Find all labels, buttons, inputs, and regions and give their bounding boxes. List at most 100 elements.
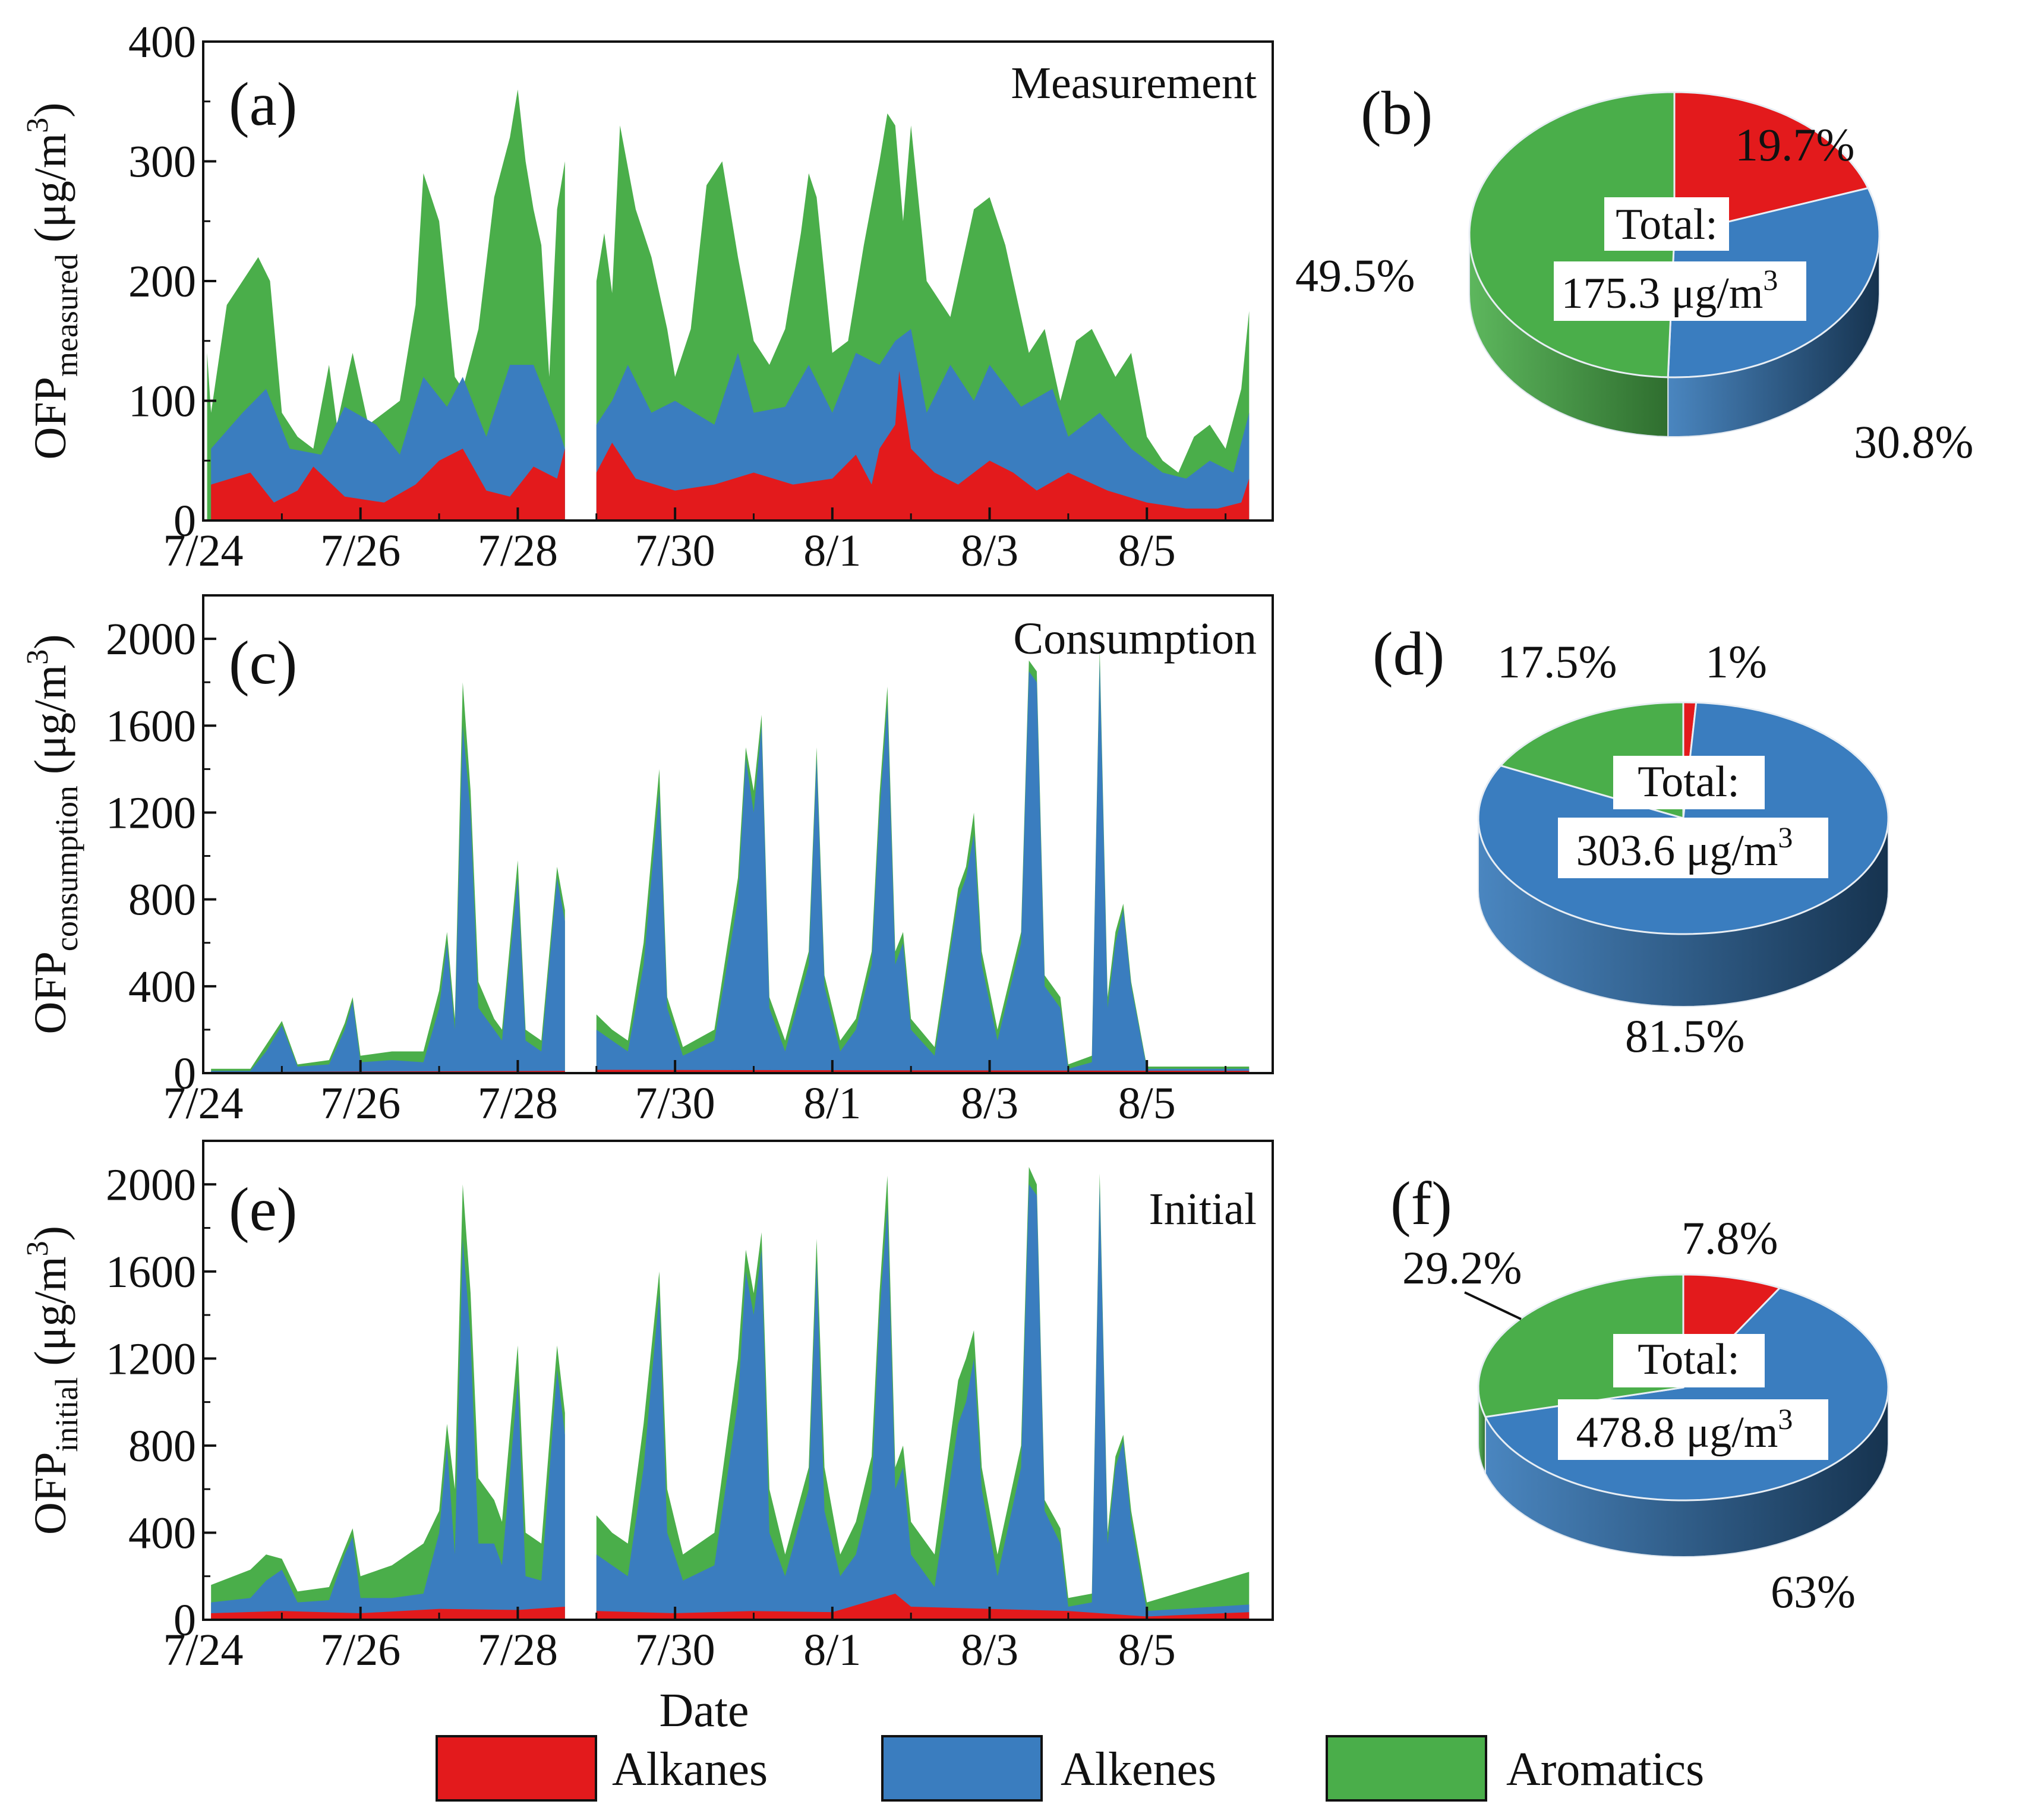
panel-e-xtick-label: 7/28 <box>478 1625 558 1675</box>
panel-a-xtick-label: 7/30 <box>635 526 715 576</box>
panel-a-ytick-label: 0 <box>173 496 196 546</box>
panel-c-tag: Consumption <box>1013 614 1257 664</box>
panel-c-ytick-label: 400 <box>128 962 196 1012</box>
pie-b-label-aromatics: 49.5% <box>1295 250 1415 301</box>
pie-d-label-aromatics: 17.5% <box>1497 636 1617 687</box>
pie-f-total-box-2 <box>1558 1399 1828 1460</box>
panel-c-xtick-label: 7/28 <box>478 1078 558 1128</box>
pie-b-total-value: 175.3 μg/m3 <box>1561 263 1778 318</box>
panel-c-xtick-label: 8/1 <box>803 1078 861 1128</box>
panel-c-ytick-label: 1200 <box>106 788 196 838</box>
pie-f-total-label: Total: <box>1638 1335 1740 1384</box>
pie-d: (d) 17.5% 1% 81.5% Total: 303.6 μg/m3 <box>1373 620 1889 1062</box>
pie-d-letter: (d) <box>1373 620 1444 688</box>
panel-a-ytick-label: 100 <box>128 377 196 427</box>
pie-b-label-alkanes: 19.7% <box>1735 119 1854 171</box>
panel-e-x-ticks: 7/24 7/26 7/28 7/30 8/1 8/3 8/5 <box>163 1607 1227 1675</box>
panel-a-letter: (a) <box>229 70 297 138</box>
panel-a-x-ticks: 7/24 7/26 7/28 7/30 8/1 8/3 8/5 <box>163 507 1227 576</box>
pie-f-label-alkenes: 63% <box>1771 1566 1856 1617</box>
panel-e-xtick-label: 7/30 <box>635 1625 715 1675</box>
panel-a-area-alkanes <box>211 371 1250 521</box>
panel-e-ytick-label: 0 <box>173 1595 196 1645</box>
pie-f-letter: (f) <box>1390 1169 1452 1238</box>
pie-d-total-label: Total: <box>1638 758 1740 806</box>
panel-e-frame <box>202 1140 1274 1621</box>
panel-a-ytick-label: 400 <box>128 17 196 67</box>
pie-b-letter: (b) <box>1361 79 1433 147</box>
panel-e-ytick-label: 400 <box>128 1508 196 1558</box>
panel-e-xtick-label: 8/3 <box>961 1625 1018 1675</box>
panel-c-y-ticks: 0 400 800 1200 1600 2000 <box>106 614 216 1099</box>
panel-e-xtick-label: 7/24 <box>163 1625 243 1675</box>
pie-f-aromatics-leader <box>1464 1291 1522 1320</box>
panel-c-ytick-label: 0 <box>173 1049 196 1099</box>
panel-c-ylabel: OFPconsumption (μg/m3) <box>21 634 84 1034</box>
panel-e-tag: Initial <box>1149 1184 1257 1234</box>
pie-b: (b) 19.7% 49.5% 30.8% Total: 175.3 μg/m3 <box>1295 79 1973 468</box>
legend-item-alkenes: Alkenes <box>881 1735 1216 1802</box>
panel-c-ytick-label: 800 <box>128 875 196 925</box>
panel-e-initial: 0 400 800 1200 1600 2000 7/24 7/26 7/28 7/30 8/1 8… <box>21 1140 1274 1675</box>
panel-a-areas <box>207 89 1250 521</box>
panel-c-xtick-label: 7/26 <box>320 1078 400 1128</box>
pie-b-total-label: Total: <box>1616 200 1718 249</box>
pie-f-label-alkanes: 7.8% <box>1682 1212 1778 1264</box>
pie-d-label-alkenes: 81.5% <box>1625 1010 1744 1062</box>
panel-e-ytick-label: 1600 <box>106 1247 196 1297</box>
panel-a-xtick-label: 7/28 <box>478 526 558 576</box>
legend-label-alkanes: Alkanes <box>612 1743 768 1796</box>
panel-c-consumption: 0 400 800 1200 1600 2000 7/24 7/26 7/28 7/30 8/1 8… <box>21 594 1274 1128</box>
panel-a-xtick-label: 8/1 <box>803 526 861 576</box>
pie-b-label-alkenes: 30.8% <box>1854 416 1973 468</box>
panel-c-x-ticks: 7/24 7/26 7/28 7/30 8/1 8/3 8/5 <box>163 1060 1227 1128</box>
legend-label-aromatics: Aromatics <box>1506 1743 1704 1796</box>
panel-e-areas <box>211 1167 1250 1620</box>
panel-e-xtick-label: 8/5 <box>1118 1625 1176 1675</box>
panel-a-xtick-label: 8/5 <box>1118 526 1176 576</box>
panel-c-letter: (c) <box>229 629 297 697</box>
panel-c-areas <box>211 649 1250 1073</box>
pie-d-label-alkanes: 1% <box>1705 636 1767 687</box>
panel-c-area-alkenes <box>211 660 1250 1073</box>
panel-a-xtick-label: 7/26 <box>320 526 400 576</box>
panel-a-ytick-label: 300 <box>128 137 196 187</box>
panel-a-tag: Measurement <box>1011 58 1257 108</box>
panel-a-xtick-label: 7/24 <box>163 526 243 576</box>
panel-e-xtick-label: 7/26 <box>320 1625 400 1675</box>
panel-e-ytick-label: 1200 <box>106 1334 196 1384</box>
panel-c-xtick-label: 8/3 <box>961 1078 1018 1128</box>
panel-e-ytick-label: 800 <box>128 1421 196 1471</box>
pie-f-total-value: 478.8 μg/m3 <box>1576 1402 1793 1457</box>
pie-f-total-box-1 <box>1613 1334 1765 1387</box>
x-axis-label: Date <box>659 1685 749 1737</box>
panel-a-ytick-label: 200 <box>128 257 196 307</box>
panel-e-area-alkenes <box>211 1184 1250 1620</box>
legend: Alkanes Alkenes Aromatics <box>436 1735 1704 1802</box>
panel-c-ytick-label: 1600 <box>106 701 196 751</box>
legend-swatch-alkenes <box>881 1735 1043 1802</box>
panel-c-xtick-label: 7/24 <box>163 1078 243 1128</box>
panel-e-letter: (e) <box>229 1175 297 1244</box>
pie-d-total-box-2 <box>1558 818 1828 878</box>
pie-f: (f) 7.8% 29.2% 63% Total: 478.8 μg/m3 <box>1390 1169 1889 1617</box>
panel-e-ylabel: OFPinitial (μg/m3) <box>21 1226 84 1535</box>
pie-d-total-box-1 <box>1613 756 1765 809</box>
pie-b-total-box-1 <box>1604 197 1729 251</box>
pie-d-total-value: 303.6 μg/m3 <box>1576 821 1793 875</box>
panel-c-xtick-label: 8/5 <box>1118 1078 1176 1128</box>
panel-e-y-ticks: 0 400 800 1200 1600 2000 <box>106 1160 216 1645</box>
pie-f-label-aromatics: 29.2% <box>1402 1242 1522 1294</box>
panel-a-y-ticks: 0 100 200 300 400 <box>128 17 216 546</box>
legend-swatch-alkanes <box>436 1735 597 1802</box>
legend-label-alkenes: Alkenes <box>1061 1743 1216 1796</box>
panel-c-frame <box>202 594 1274 1074</box>
panel-c-ytick-label: 2000 <box>106 614 196 664</box>
panel-c-xtick-label: 7/30 <box>635 1078 715 1128</box>
panel-a-xtick-label: 8/3 <box>961 526 1018 576</box>
legend-item-aromatics: Aromatics <box>1326 1735 1704 1802</box>
panel-a-ylabel: OFPmeasured (μg/m3) <box>21 103 84 460</box>
legend-swatch-aromatics <box>1326 1735 1487 1802</box>
